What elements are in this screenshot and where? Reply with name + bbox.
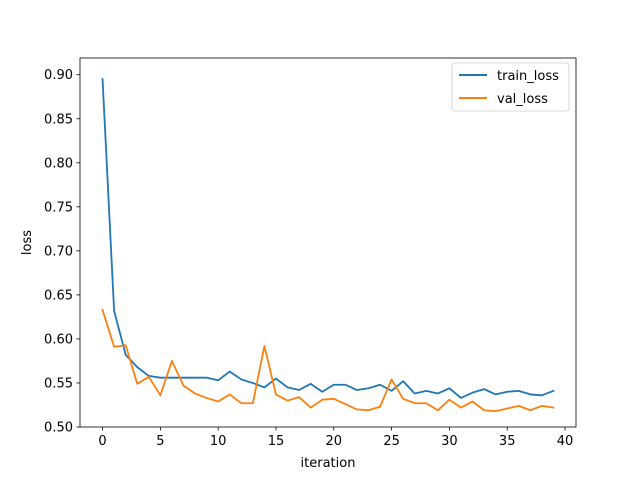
y-tick-label: 0.85 [44, 112, 73, 127]
x-tick-label: 10 [210, 434, 227, 449]
x-axis-label: iteration [301, 456, 356, 471]
plot-frame [79, 57, 577, 428]
x-tick-label: 15 [268, 434, 285, 449]
x-tick-label: 35 [499, 434, 516, 449]
y-axis-label: loss [20, 230, 35, 255]
series-line-val-loss [101, 308, 555, 413]
y-tick-label: 0.80 [44, 156, 73, 171]
y-tick-label: 0.75 [44, 200, 73, 215]
y-tick-label: 0.65 [44, 288, 73, 303]
series-lines [101, 78, 555, 413]
y-tick-label: 0.60 [44, 332, 73, 347]
axes [79, 57, 577, 428]
y-tick-label: 0.70 [44, 244, 73, 259]
x-tick-label: 25 [383, 434, 400, 449]
y-tick-label: 0.55 [44, 376, 73, 391]
x-tick-label: 20 [326, 434, 343, 449]
x-tick-label: 0 [98, 434, 106, 449]
y-axis-ticks: 0.50 0.55 0.60 0.65 0.70 0.75 0.80 0.85 0.90 [44, 68, 80, 436]
x-tick-label: 40 [557, 434, 574, 449]
legend-label-val-loss: val_loss [497, 92, 548, 107]
legend: train_loss val_loss [451, 62, 570, 112]
y-tick-label: 0.50 [44, 421, 73, 436]
x-tick-label: 5 [156, 434, 164, 449]
legend-label-train-loss: train_loss [497, 69, 559, 84]
x-tick-label: 30 [441, 434, 458, 449]
y-tick-label: 0.90 [44, 68, 73, 83]
x-axis-ticks: 0 5 10 15 20 25 30 35 40 [98, 427, 573, 449]
series-line-train-loss [101, 78, 555, 399]
